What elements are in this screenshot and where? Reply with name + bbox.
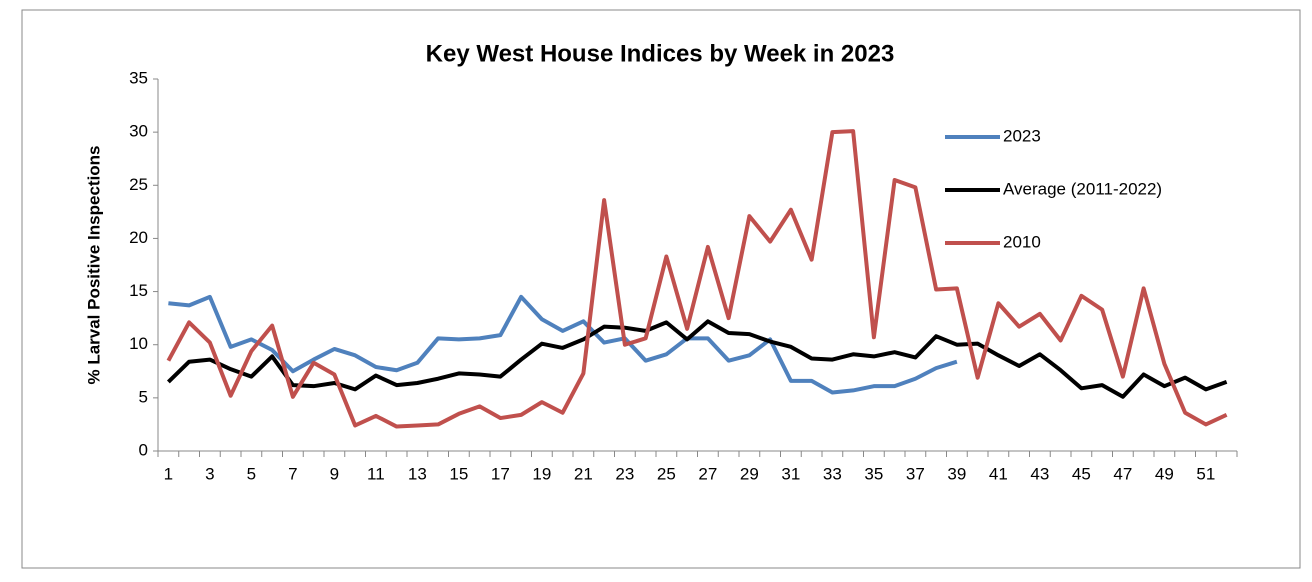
y-tick-label: 10 [129, 334, 148, 353]
x-tick-label: 43 [1030, 464, 1049, 483]
x-tick-label: 37 [906, 464, 925, 483]
series-line [168, 294, 958, 395]
x-tick-label: 13 [408, 464, 427, 483]
x-tick-label: 17 [491, 464, 510, 483]
x-tick-label: 3 [205, 464, 214, 483]
x-tick-label: 39 [947, 464, 966, 483]
x-tick-label: 19 [532, 464, 551, 483]
x-tick-label: 25 [657, 464, 676, 483]
x-tick-label: 27 [698, 464, 717, 483]
y-tick-label: 20 [129, 228, 148, 247]
legend-label: 2023 [1003, 126, 1041, 145]
series-line [166, 129, 1228, 429]
legend-label: 2010 [1003, 232, 1041, 251]
x-tick-label: 45 [1072, 464, 1091, 483]
y-tick-label: 15 [129, 281, 148, 300]
series-line [166, 319, 1228, 399]
x-tick-label: 47 [1113, 464, 1132, 483]
x-tick-label: 1 [164, 464, 173, 483]
x-tick-label: 11 [367, 464, 385, 483]
y-tick-label: 25 [129, 175, 148, 194]
y-tick-label: 0 [139, 440, 148, 459]
x-tick-label: 9 [330, 464, 339, 483]
x-tick-label: 21 [574, 464, 593, 483]
chart-frame [21, 9, 1301, 569]
y-tick-label: 35 [129, 68, 148, 87]
x-tick-label: 31 [781, 464, 800, 483]
x-tick-label: 41 [989, 464, 1008, 483]
x-tick-label: 35 [864, 464, 883, 483]
x-tick-label: 5 [247, 464, 256, 483]
x-tick-label: 49 [1155, 464, 1174, 483]
x-tick-label: 15 [449, 464, 468, 483]
x-tick-label: 29 [740, 464, 759, 483]
x-tick-label: 51 [1196, 464, 1215, 483]
chart-title: Key West House Indices by Week in 2023 [426, 40, 895, 67]
x-tick-label: 33 [823, 464, 842, 483]
x-tick-label: 7 [288, 464, 297, 483]
y-axis-label: % Larval Positive Inspections [84, 145, 103, 384]
y-tick-label: 30 [129, 122, 148, 141]
x-tick-label: 23 [615, 464, 634, 483]
legend-label: Average (2011-2022) [1003, 179, 1162, 198]
y-tick-label: 5 [139, 387, 148, 406]
